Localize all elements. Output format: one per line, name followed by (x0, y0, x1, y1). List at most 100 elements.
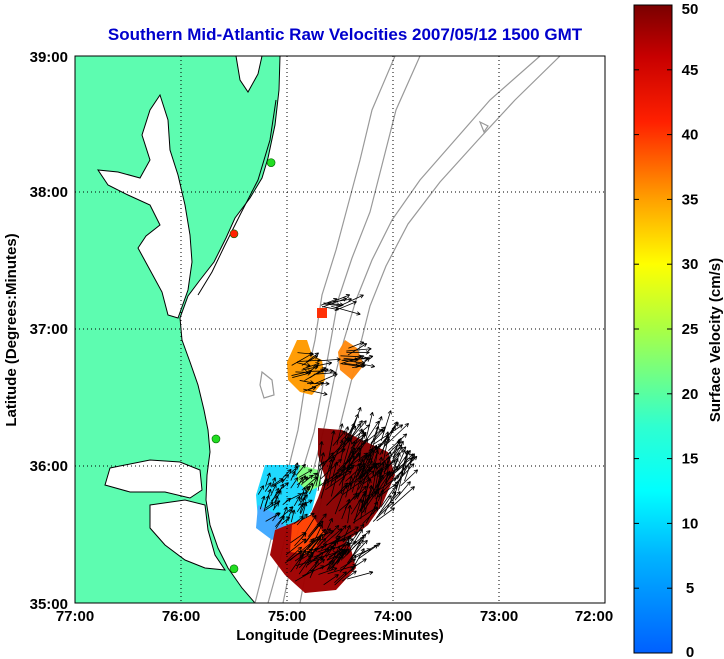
radar-station-marker (211, 434, 221, 444)
radar-station-marker (229, 229, 239, 239)
velocity-arrow (285, 538, 307, 556)
velocity-arrow (293, 462, 299, 478)
colorbar-tick-label: 50 (682, 1, 699, 18)
velocity-arrow (337, 538, 354, 548)
velocity-arrow (347, 504, 352, 524)
chesapeake-bay (96, 93, 193, 319)
velocity-arrow (265, 502, 274, 509)
velocity-arrow (340, 423, 361, 453)
colorbar-tick-label: 45 (682, 62, 699, 79)
map-plot-area (74, 55, 606, 604)
velocity-arrow (350, 420, 367, 440)
velocity-arrow (391, 464, 409, 495)
velocity-arrow (309, 560, 319, 579)
y-tick-label: 39:00 (30, 49, 68, 66)
velocity-arrow (352, 506, 379, 524)
velocity-arrow (373, 424, 404, 445)
velocity-arrow (347, 570, 374, 580)
velocity-arrow (396, 449, 406, 469)
velocity-arrow (302, 474, 314, 484)
velocity-arrow (297, 494, 308, 506)
velocity-arrow (383, 491, 397, 515)
colorbar-tick-label: 15 (682, 451, 699, 468)
velocity-arrow (400, 469, 419, 487)
velocity-arrow (383, 436, 390, 461)
y-tick-label: 37:00 (30, 321, 68, 338)
velocity-arrow (275, 482, 289, 494)
velocity-arrow (388, 433, 408, 451)
velocity-arrow (264, 482, 272, 492)
velocity-arrow (296, 513, 308, 526)
velocity-arrow (257, 485, 264, 495)
velocity-arrow (328, 430, 336, 459)
velocity-arrow (351, 530, 371, 547)
velocity-arrow (325, 540, 339, 558)
pamlico-sound (149, 499, 227, 571)
velocity-arrow (305, 482, 314, 495)
velocity-arrow (323, 517, 333, 537)
colorbar: 0 5 10 15 20 25 30 35 40 45 50 Surface Velocity (c… (633, 1, 724, 659)
y-axis: 35:00 36:00 37:00 38:00 39:00 Latitude (… (3, 49, 68, 613)
velocity-arrow (375, 495, 392, 519)
y-tick-label: 36:00 (30, 458, 68, 475)
x-tick-label: 73:00 (480, 608, 518, 625)
velocity-arrow (313, 368, 329, 376)
colorbar-label: Surface Velocity (cm/s) (707, 258, 724, 422)
velocity-arrow (301, 365, 319, 371)
x-axis: 77:00 76:00 75:00 74:00 73:00 72:00 Long… (56, 608, 613, 644)
velocity-arrow (361, 446, 377, 475)
y-tick-label: 38:00 (30, 184, 68, 201)
velocity-arrow (314, 373, 338, 385)
velocity-arrow (320, 524, 340, 544)
velocity-arrow (289, 466, 299, 475)
velocity-arrow (395, 455, 418, 477)
chart-title: Southern Mid-Atlantic Raw Velocities 200… (108, 25, 583, 44)
velocity-arrow (298, 545, 325, 555)
velocity-arrow (270, 487, 280, 504)
velocity-arrow (300, 512, 315, 521)
velocity-arrow (392, 439, 401, 460)
velocity-arrow (279, 506, 294, 520)
velocity-arrow (355, 362, 376, 369)
velocity-arrow (334, 484, 347, 515)
velocity-patch-north (317, 308, 327, 318)
velocity-arrow (308, 551, 338, 562)
y-tick-label: 35:00 (30, 596, 68, 613)
velocity-arrow (340, 354, 363, 359)
velocity-arrow (346, 346, 372, 352)
velocity-arrow (371, 449, 379, 470)
velocity-arrow (348, 341, 365, 349)
velocity-arrow (360, 490, 377, 510)
x-tick-label: 75:00 (268, 608, 306, 625)
velocity-arrow (342, 452, 369, 472)
velocity-arrow (332, 482, 352, 500)
velocity-arrow (322, 551, 348, 568)
colorbar-ticks: 0 5 10 15 20 25 30 35 40 45 50 (634, 1, 698, 659)
velocity-arrow (342, 524, 351, 541)
velocity-arrow (351, 558, 367, 569)
velocity-arrow (345, 462, 366, 482)
velocity-arrow (370, 428, 384, 444)
velocity-arrow (301, 514, 317, 539)
velocity-arrow (284, 550, 303, 564)
velocity-arrow (296, 476, 309, 486)
x-tick-label: 72:00 (575, 608, 613, 625)
velocity-arrow (336, 531, 359, 543)
colorbar-tick-label: 30 (682, 256, 699, 273)
velocity-arrows (257, 294, 419, 586)
colorbar-tick-label: 35 (682, 191, 699, 208)
velocity-arrow (356, 467, 371, 500)
velocity-arrow (295, 370, 309, 375)
x-axis-label: Longitude (Degrees:Minutes) (236, 627, 444, 644)
velocity-arrow (286, 546, 303, 561)
velocity-arrow (300, 501, 307, 515)
velocity-arrow (319, 469, 344, 486)
velocity-arrow (265, 472, 271, 487)
velocity-arrow (263, 495, 270, 512)
delaware-bay (235, 56, 263, 93)
velocity-arrow (384, 422, 409, 447)
colorbar-tick-label: 20 (682, 386, 699, 403)
velocity-arrow (336, 423, 344, 445)
velocity-arrow (372, 465, 379, 487)
